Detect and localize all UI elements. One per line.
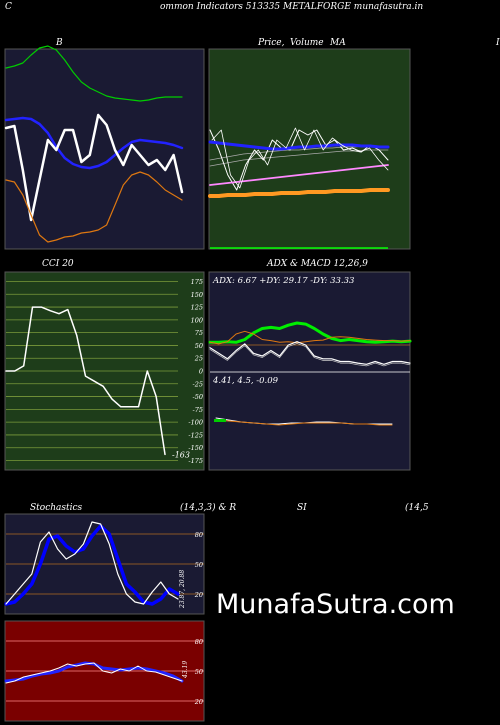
price-series-1: [208, 140, 390, 151]
stoch-tick-0: 80: [195, 531, 203, 539]
stoch-series-1: [5, 521, 179, 605]
macd-signal: [215, 419, 393, 426]
stoch-series-0: [4, 524, 180, 606]
header-title: ommon Indicators 513335 METALFORGE munaf…: [160, 2, 424, 12]
cci-tick-10: -75: [193, 406, 203, 414]
watermark: MunafaSutra.com: [216, 589, 455, 620]
cci-title: CCI 20: [42, 259, 74, 269]
cci-tick-8: -25: [193, 380, 203, 388]
rsi-params: (14,5: [405, 503, 429, 513]
bb-title: B: [56, 38, 63, 48]
cci-tick-9: -50: [193, 393, 203, 401]
stoch-params: (14,3,3) & R: [180, 503, 237, 513]
adx-series-0: [208, 321, 412, 344]
rsi-title: SI: [297, 503, 307, 513]
cci-tick-0: 175: [191, 278, 203, 286]
stoch-tick-1: 50: [195, 561, 203, 569]
bb-series-2: [4, 113, 184, 222]
rsi-tick-2: 20: [194, 698, 203, 706]
cci-tick-5: 50: [195, 342, 203, 350]
cci-tick-6: 25: [194, 355, 203, 363]
cci-tick-12: -125: [188, 431, 203, 439]
cci-tick-2: 125: [191, 304, 203, 312]
adx-series-1: [209, 330, 411, 345]
ma-title: MA: [330, 38, 346, 48]
price-line-2: [211, 127, 389, 189]
adx-series-2: [209, 341, 411, 365]
price-title: Price,: [258, 38, 285, 48]
bb-series-0: [5, 45, 183, 102]
bb-series-3: [5, 171, 183, 243]
volume-title: Volume: [290, 38, 324, 48]
right-edge-letter: I: [496, 38, 500, 48]
adx-panel: [208, 271, 411, 471]
adx-series-shadow: [209, 343, 411, 367]
rsi-tick-0: 80: [195, 638, 203, 646]
cci-tick-3: 100: [191, 316, 203, 324]
adx-readout: ADX: 6.67 +DY: 29.17 -DY: 33.33: [212, 276, 354, 286]
stoch-title: Stochastics: [30, 503, 83, 513]
rsi-tick-1: 50: [195, 668, 203, 676]
adx-title: ADX & MACD 12,26,9: [267, 259, 368, 269]
cci-tick-4: 75: [195, 329, 203, 337]
cci-tick-1: 150: [191, 291, 203, 299]
bb-series-1: [4, 116, 184, 170]
cci-tick-7: 0: [199, 368, 203, 376]
cci-line: [5, 306, 166, 456]
rsi-series-1: [5, 662, 183, 684]
price-series-2: [209, 164, 389, 186]
price-series-3: [208, 188, 390, 198]
bb-panel: [4, 48, 205, 250]
stoch-last-label: 23.87, 20.88: [179, 570, 186, 609]
cci-tick-14: -175: [188, 457, 203, 465]
cci-last-label: -163: [172, 450, 190, 459]
macd-histogram-bar: [214, 419, 226, 422]
rsi-last-label: 43.19: [182, 661, 189, 679]
rsi-series-0: [4, 661, 184, 683]
cci-tick-13: -150: [188, 444, 203, 452]
header-left-letter: C: [5, 2, 12, 12]
cci-tick-11: -100: [188, 419, 203, 427]
stoch-tick-2: 20: [194, 591, 203, 599]
macd-readout: 4.41, 4.5, -0.09: [212, 376, 279, 386]
